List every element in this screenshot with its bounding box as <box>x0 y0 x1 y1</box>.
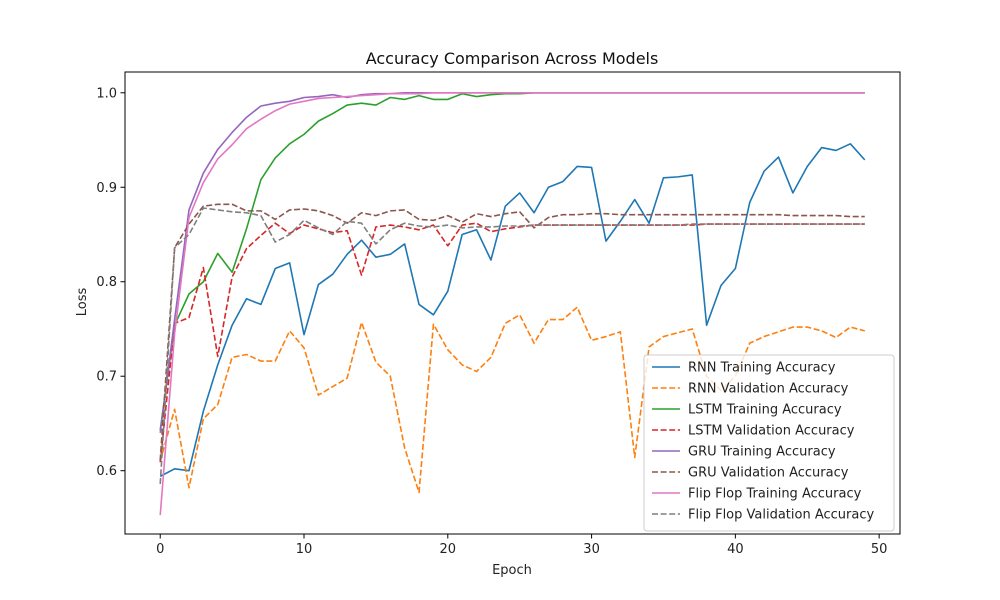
chart-title: Accuracy Comparison Across Models <box>366 49 659 68</box>
legend-label-4: GRU Training Accuracy <box>688 445 836 460</box>
legend-label-3: LSTM Validation Accuracy <box>688 424 855 439</box>
legend-label-5: GRU Validation Accuracy <box>688 466 849 481</box>
y-tick-label-3: 0.9 <box>96 181 117 196</box>
y-tick-label-0: 0.6 <box>96 464 117 479</box>
y-tick-label-2: 0.8 <box>96 275 117 290</box>
legend-label-1: RNN Validation Accuracy <box>688 382 849 397</box>
legend-label-6: Flip Flop Training Accuracy <box>688 487 862 502</box>
x-tick-label-1: 10 <box>296 542 313 557</box>
legend: RNN Training Accuracy RNN Validation Accu… <box>643 354 895 532</box>
axes: 0 10 20 30 40 50 0.6 0.7 0.8 0.9 1.0 <box>96 71 901 557</box>
y-tick-label-4: 1.0 <box>96 86 117 101</box>
plot-area <box>159 91 866 516</box>
x-tick-label-4: 40 <box>727 542 744 557</box>
legend-label-2: LSTM Training Accuracy <box>688 403 842 418</box>
x-axis-title: Epoch <box>492 563 532 578</box>
legend-label-0: RNN Training Accuracy <box>688 361 836 376</box>
legend-box <box>643 354 895 532</box>
x-tick-label-3: 30 <box>583 542 600 557</box>
x-tick-label-2: 20 <box>440 542 457 557</box>
y-axis-title: Loss <box>75 288 90 317</box>
series-line-0 <box>159 143 866 478</box>
x-tick-label-5: 50 <box>871 542 888 557</box>
series-line-3 <box>159 222 865 463</box>
series-line-7 <box>159 207 865 484</box>
series-line-1 <box>159 306 865 494</box>
series-line-5 <box>159 203 865 461</box>
series-line-6 <box>159 91 865 516</box>
y-tick-label-1: 0.7 <box>96 370 117 385</box>
x-tick-label-0: 0 <box>156 542 164 557</box>
legend-label-7: Flip Flop Validation Accuracy <box>688 508 874 523</box>
plot-frame <box>124 71 901 535</box>
